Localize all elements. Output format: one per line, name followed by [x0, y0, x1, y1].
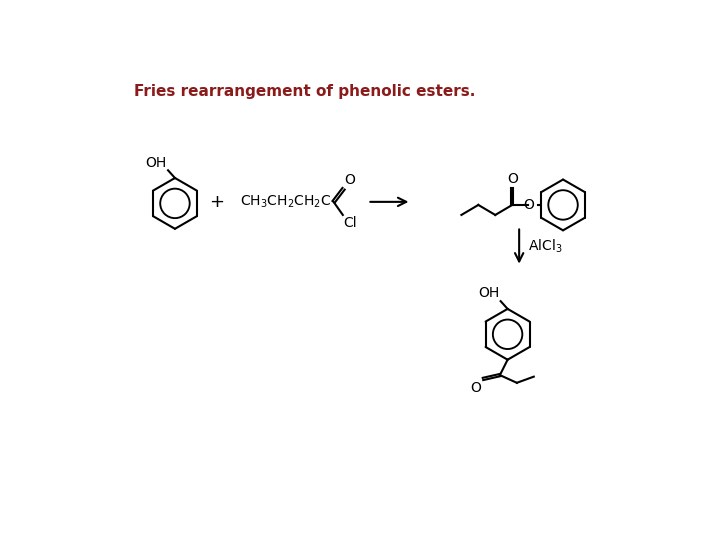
Text: OH: OH — [479, 286, 500, 300]
Text: O: O — [507, 172, 518, 186]
Text: +: + — [209, 193, 224, 211]
Text: Cl: Cl — [343, 217, 357, 231]
Text: CH$_3$CH$_2$CH$_2$C: CH$_3$CH$_2$CH$_2$C — [240, 194, 331, 210]
Text: O: O — [469, 381, 481, 395]
Text: O: O — [344, 173, 355, 187]
Text: O: O — [523, 198, 534, 212]
Text: Fries rearrangement of phenolic esters.: Fries rearrangement of phenolic esters. — [134, 84, 475, 99]
Text: AlCl$_3$: AlCl$_3$ — [528, 238, 563, 255]
Text: OH: OH — [145, 156, 166, 170]
